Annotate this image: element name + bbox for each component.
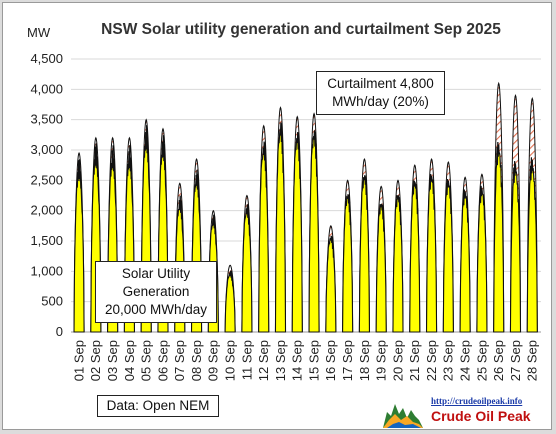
y-tick-label: 3,500 <box>30 112 63 127</box>
generation-area <box>342 194 354 333</box>
generation-area <box>73 159 85 333</box>
curtail-annotation-line-2: MWh/day (20%) <box>332 94 429 109</box>
generation-area <box>493 141 505 333</box>
crude-oil-peak-logo-icon <box>383 404 423 428</box>
x-tick-label: 27 Sep <box>508 340 523 381</box>
data-source-text: Data: Open NEM <box>106 398 210 413</box>
y-axis-ticks: 0 500 1,000 1,500 2,000 2,500 3,000 3,500 4,000 4… <box>30 51 63 339</box>
logo-url-link[interactable]: http://crudeoilpeak.info <box>431 396 523 406</box>
x-tick-label: 15 Sep <box>306 340 321 381</box>
generation-area <box>224 270 236 333</box>
curtail-annotation-line-1: Curtailment 4,800 <box>327 76 434 91</box>
generation-area <box>425 174 438 333</box>
x-tick-label: 06 Sep <box>155 340 170 381</box>
generation-area <box>241 204 253 333</box>
x-tick-label: 12 Sep <box>256 340 271 381</box>
x-tick-label: 11 Sep <box>239 340 254 380</box>
x-tick-label: 09 Sep <box>206 340 221 381</box>
solar-annotation-line-1: Solar Utility <box>121 266 191 281</box>
generation-area <box>258 141 270 333</box>
x-tick-label: 16 Sep <box>323 340 338 381</box>
y-tick-label: 3,000 <box>30 142 63 157</box>
x-tick-label: 19 Sep <box>374 340 389 381</box>
x-tick-label: 24 Sep <box>457 340 472 381</box>
y-tick-label: 2,000 <box>30 203 63 218</box>
y-tick-label: 1,000 <box>30 263 63 278</box>
y-tick-label: 4,500 <box>30 51 63 66</box>
generation-area <box>291 132 303 333</box>
curtailment-annotation: Curtailment 4,800 MWh/day (20%) <box>316 71 445 115</box>
x-tick-label: 14 Sep <box>290 340 305 381</box>
x-tick-label: 22 Sep <box>424 340 439 381</box>
logo-name: Crude Oil Peak <box>431 408 531 424</box>
x-tick-label: 10 Sep <box>222 340 237 381</box>
solar-annotation-line-2: Generation <box>122 284 190 299</box>
generation-area <box>308 130 320 333</box>
generation-area <box>392 194 404 333</box>
x-tick-label: 13 Sep <box>273 340 288 381</box>
x-tick-label: 03 Sep <box>105 340 120 381</box>
x-tick-label: 20 Sep <box>390 340 405 381</box>
x-tick-label: 18 Sep <box>357 340 372 381</box>
x-tick-label: 02 Sep <box>88 340 103 381</box>
x-axis-ticks: 01 Sep 02 Sep 03 Sep 04 Sep 05 Sep 06 Sep 07 S… <box>71 340 539 381</box>
chart-frame: NSW Solar utility generation and curtail… <box>2 2 552 430</box>
chart: NSW Solar utility generation and curtail… <box>27 21 541 381</box>
generation-area <box>325 235 337 333</box>
y-tick-label: 2,500 <box>30 172 63 187</box>
y-axis-unit: MW <box>27 25 51 40</box>
y-tick-label: 0 <box>56 324 63 339</box>
x-tick-label: 08 Sep <box>189 340 204 381</box>
x-tick-label: 01 Sep <box>71 340 86 381</box>
x-tick-label: 07 Sep <box>172 340 187 381</box>
generation-area <box>442 178 454 333</box>
x-tick-label: 26 Sep <box>491 340 506 381</box>
chart-title: NSW Solar utility generation and curtail… <box>101 21 501 38</box>
x-tick-label: 04 Sep <box>122 340 137 381</box>
y-tick-label: 500 <box>41 294 63 309</box>
generation-area <box>375 203 387 333</box>
y-tick-label: 4,000 <box>30 81 63 96</box>
x-tick-label: 23 Sep <box>441 340 456 381</box>
generation-area <box>476 185 488 333</box>
x-tick-label: 25 Sep <box>474 340 489 381</box>
generation-area <box>409 180 421 333</box>
generation-area <box>526 157 538 333</box>
generation-area <box>274 122 287 333</box>
x-tick-label: 17 Sep <box>340 340 355 381</box>
generation-area <box>509 161 522 333</box>
generation-area <box>459 189 471 333</box>
x-tick-label: 05 Sep <box>139 340 154 381</box>
solar-generation-annotation: Solar Utility Generation 20,000 MWh/day <box>95 261 217 323</box>
data-source-label: Data: Open NEM <box>97 395 219 417</box>
generation-area <box>358 175 371 333</box>
y-tick-label: 1,500 <box>30 233 63 248</box>
x-tick-label: 28 Sep <box>525 340 540 381</box>
solar-annotation-line-3: 20,000 MWh/day <box>104 302 208 317</box>
x-tick-label: 21 Sep <box>407 340 422 381</box>
